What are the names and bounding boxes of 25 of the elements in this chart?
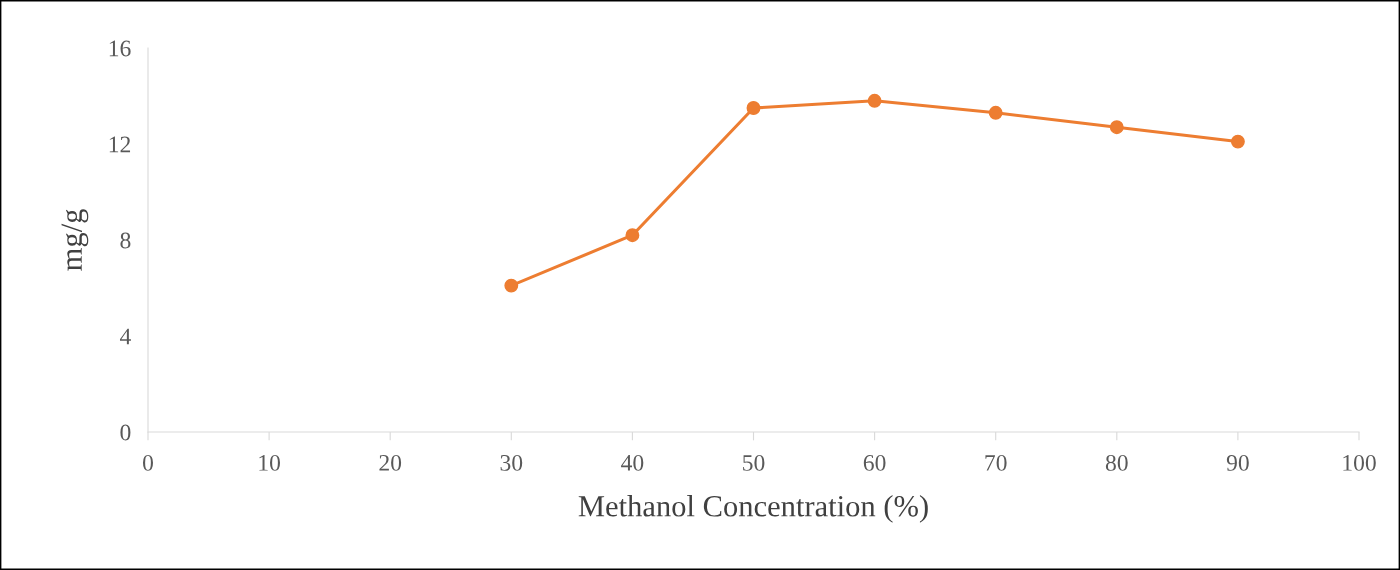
x-tick-label: 0 bbox=[143, 454, 153, 471]
x-tick-label: 70 bbox=[985, 454, 1007, 471]
y-tick-label: 4 bbox=[119, 328, 131, 345]
y-axis-title: mg/g bbox=[61, 209, 89, 271]
x-tick-label: 40 bbox=[621, 454, 644, 471]
point bbox=[504, 278, 519, 293]
x-tick-label: 90 bbox=[1226, 454, 1249, 471]
y-tick-label: 0 bbox=[120, 424, 131, 441]
x-tick-label: 50 bbox=[743, 454, 765, 471]
x-axis-title: Methanol Concentration (%) bbox=[578, 495, 928, 523]
point bbox=[1109, 120, 1124, 135]
point bbox=[867, 93, 882, 108]
point bbox=[988, 105, 1003, 120]
y-tick-label: 12 bbox=[109, 136, 131, 153]
y-tick-label: 16 bbox=[109, 40, 131, 57]
x-tick-label: 100 bbox=[1343, 454, 1376, 471]
y-tick-label: 8 bbox=[120, 232, 131, 249]
x-tick-label: 60 bbox=[863, 454, 886, 471]
x-tick-label: 30 bbox=[500, 454, 523, 471]
x-tick-label: 10 bbox=[259, 454, 281, 471]
point bbox=[746, 101, 761, 115]
x-tick-label: 80 bbox=[1105, 454, 1128, 471]
x-tick-label: 20 bbox=[379, 454, 402, 471]
point bbox=[1230, 134, 1245, 149]
point bbox=[625, 228, 640, 243]
